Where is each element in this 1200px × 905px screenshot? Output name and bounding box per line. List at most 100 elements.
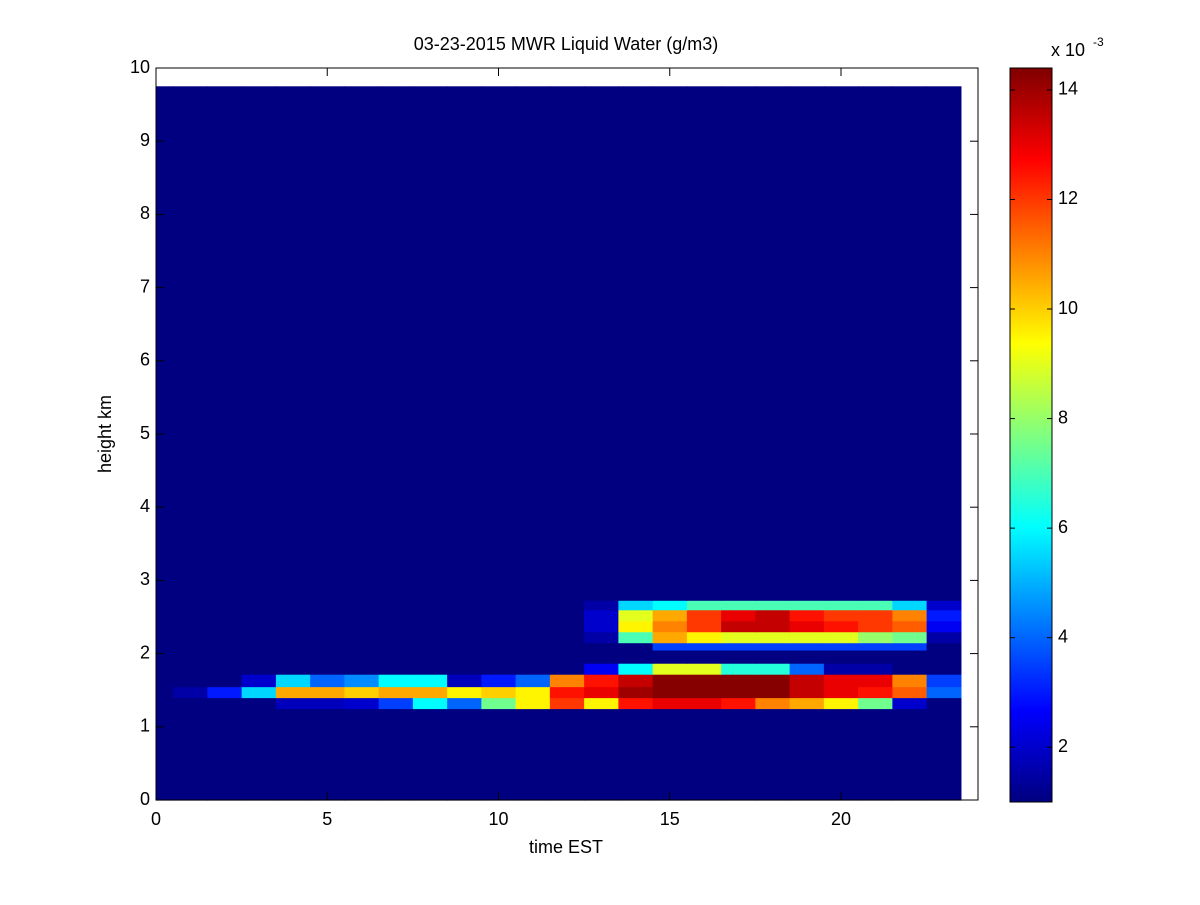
heatmap-cell xyxy=(686,708,722,801)
heatmap-cell xyxy=(721,686,756,699)
heatmap-cell xyxy=(515,697,551,710)
heatmap-cell xyxy=(481,600,517,611)
heatmap-cell xyxy=(823,697,859,710)
y-tick-label: 1 xyxy=(140,716,150,736)
heatmap-cell xyxy=(755,86,791,601)
heatmap-cell xyxy=(344,649,380,664)
heatmap-cell xyxy=(515,642,551,651)
heatmap-cell xyxy=(584,609,619,622)
heatmap-cell xyxy=(378,674,414,688)
heatmap-cell xyxy=(618,620,654,633)
heatmap-cell xyxy=(652,600,688,611)
heatmap-cell xyxy=(721,708,756,801)
heatmap-cell xyxy=(173,631,208,644)
heatmap-cell xyxy=(789,620,825,633)
heatmap-cell xyxy=(344,686,380,699)
colorbar-tick-label: 6 xyxy=(1058,517,1068,537)
heatmap-cell xyxy=(789,674,825,688)
heatmap-cell xyxy=(584,663,619,675)
heatmap-cell xyxy=(207,620,243,633)
heatmap-cell xyxy=(549,631,585,644)
heatmap-cell xyxy=(789,686,825,699)
heatmap-cell xyxy=(858,708,893,801)
heatmap-cell xyxy=(892,631,928,644)
heatmap-cell xyxy=(344,674,380,688)
heatmap-cell xyxy=(686,600,722,611)
heatmap-cell xyxy=(241,600,277,611)
heatmap-cell xyxy=(156,649,174,664)
y-tick-label: 3 xyxy=(140,569,150,589)
heatmap-cell xyxy=(892,86,928,601)
heatmap-cell xyxy=(481,663,517,675)
heatmap-cell xyxy=(207,609,243,622)
heatmap-cell xyxy=(755,686,791,699)
heatmap-cell xyxy=(412,642,448,651)
heatmap-cell xyxy=(755,600,791,611)
heatmap-cell xyxy=(755,642,791,651)
heatmap-cell xyxy=(618,609,654,622)
colorbar xyxy=(1009,67,1053,803)
x-tick-label: 5 xyxy=(322,809,332,829)
heatmap-cell xyxy=(618,708,654,801)
heatmap-cell xyxy=(310,708,345,801)
heatmap-cell xyxy=(378,620,414,633)
heatmap-cell xyxy=(241,631,277,644)
heatmap-cell xyxy=(515,708,551,801)
heatmap-cell xyxy=(207,86,243,601)
heatmap-cell xyxy=(412,620,448,633)
heatmap-cell xyxy=(926,663,962,675)
heatmap-cell xyxy=(584,620,619,633)
heatmap-cell xyxy=(549,649,585,664)
heatmap-cell xyxy=(789,600,825,611)
heatmap-cell xyxy=(378,686,414,699)
heatmap-cell xyxy=(789,663,825,675)
heatmap-cell xyxy=(156,620,174,633)
heatmap-cell xyxy=(173,86,208,601)
heatmap-cell xyxy=(378,663,414,675)
heatmap-cell xyxy=(515,620,551,633)
colorbar-tick-label: 14 xyxy=(1058,79,1078,99)
colorbar-tick-label: 2 xyxy=(1058,736,1068,756)
heatmap-cell xyxy=(549,663,585,675)
heatmap-cell xyxy=(241,620,277,633)
heatmap-cell xyxy=(275,674,311,688)
heatmap-cell xyxy=(310,663,345,675)
heatmap-cell xyxy=(515,86,551,601)
heatmap-cell xyxy=(618,686,654,699)
heatmap-cell xyxy=(584,642,619,651)
heatmap-cell xyxy=(275,631,311,644)
heatmap-cell xyxy=(892,620,928,633)
heatmap-cell xyxy=(447,649,482,664)
heatmap-cell xyxy=(549,86,585,601)
heatmap-cell xyxy=(173,708,208,801)
heatmap-cell xyxy=(618,674,654,688)
heatmap-cell xyxy=(447,86,482,601)
heatmap-cell xyxy=(447,631,482,644)
heatmap-cell xyxy=(156,86,174,601)
heatmap-cell xyxy=(156,642,174,651)
heatmap-cell xyxy=(823,631,859,644)
heatmap-cell xyxy=(207,686,243,699)
heatmap-cell xyxy=(412,86,448,601)
heatmap-cell xyxy=(755,609,791,622)
colorbar-tick-label: 12 xyxy=(1058,188,1078,208)
heatmap-cell xyxy=(549,609,585,622)
heatmap-cell xyxy=(858,649,893,664)
heatmap-cell xyxy=(755,674,791,688)
heatmap-cell xyxy=(378,86,414,601)
heatmap-cell xyxy=(515,609,551,622)
heatmap-cell xyxy=(926,649,962,664)
heatmap-cell xyxy=(515,631,551,644)
heatmap-cell xyxy=(412,609,448,622)
heatmap-cell xyxy=(721,86,756,601)
heatmap-cell xyxy=(515,600,551,611)
heatmap-cell xyxy=(549,600,585,611)
y-tick-label: 4 xyxy=(140,496,150,516)
heatmap-cell xyxy=(652,708,688,801)
heatmap-cell xyxy=(686,686,722,699)
y-tick-label: 6 xyxy=(140,350,150,370)
heatmap-cell xyxy=(447,708,482,801)
heatmap-cell xyxy=(755,649,791,664)
heatmap-cell xyxy=(926,708,962,801)
heatmap-cell xyxy=(892,697,928,710)
